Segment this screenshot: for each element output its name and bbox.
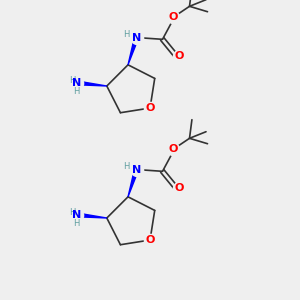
Text: N: N	[72, 210, 81, 220]
Polygon shape	[128, 172, 137, 197]
Text: O: O	[168, 144, 178, 154]
Text: O: O	[145, 235, 155, 245]
Text: O: O	[145, 103, 155, 113]
Text: O: O	[174, 183, 184, 193]
Text: H: H	[73, 219, 80, 228]
Text: H: H	[69, 208, 76, 217]
Polygon shape	[78, 81, 107, 86]
Polygon shape	[78, 213, 107, 218]
Polygon shape	[128, 40, 137, 65]
Text: N: N	[132, 33, 142, 43]
Text: N: N	[72, 78, 81, 88]
Text: O: O	[174, 51, 184, 61]
Text: O: O	[168, 12, 178, 22]
Text: H: H	[123, 162, 130, 171]
Text: N: N	[132, 165, 142, 175]
Text: H: H	[73, 87, 80, 96]
Text: H: H	[123, 30, 130, 39]
Text: H: H	[69, 76, 76, 85]
